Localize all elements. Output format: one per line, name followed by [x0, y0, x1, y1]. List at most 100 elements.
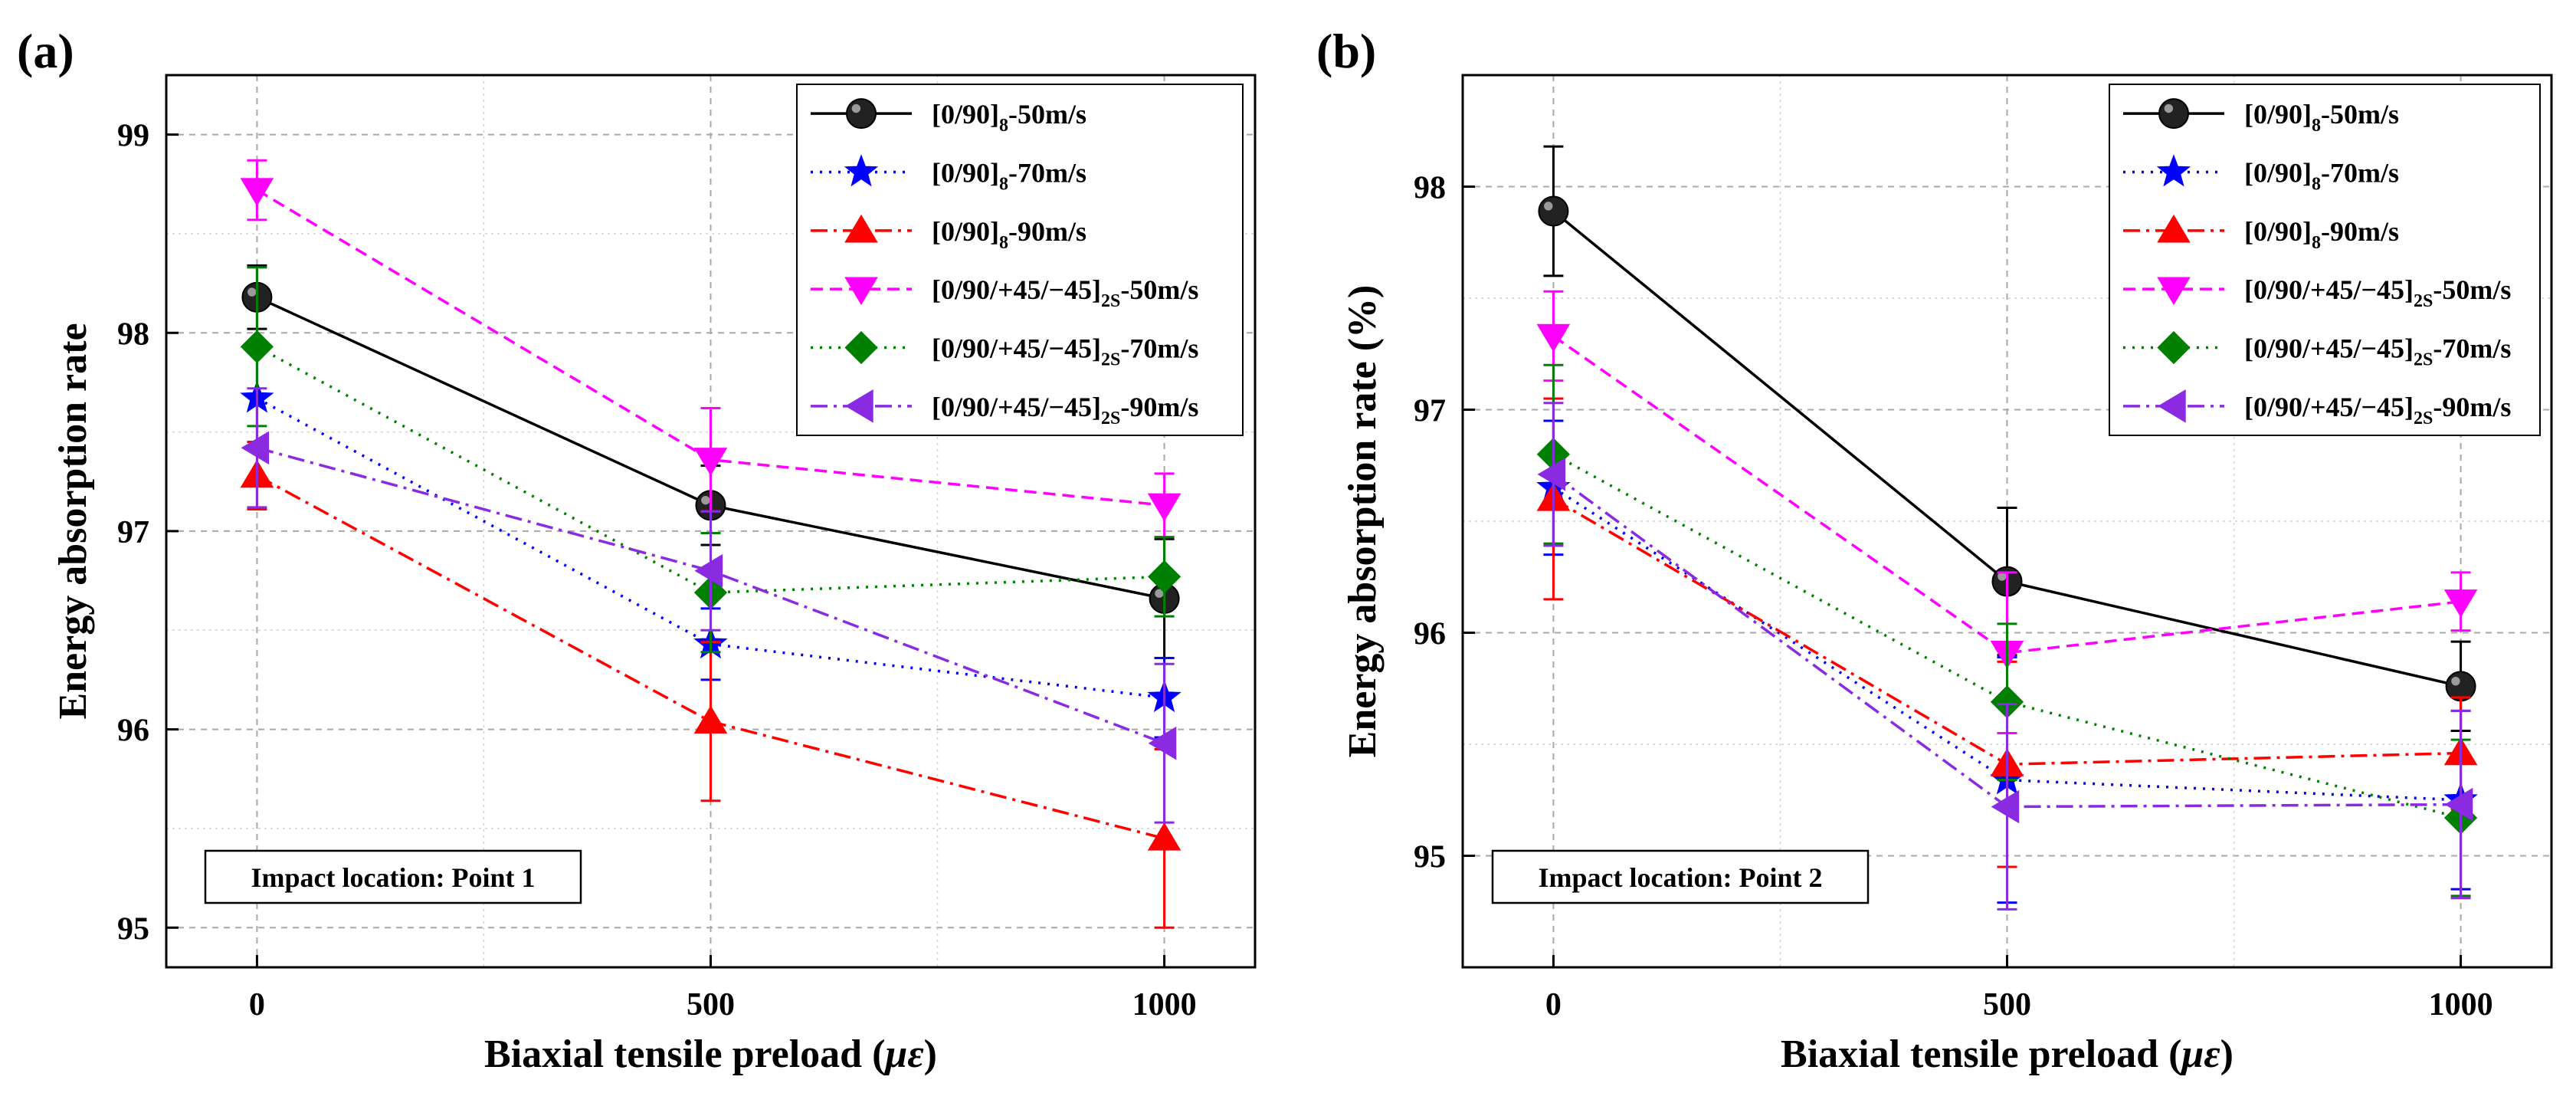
- y-tick-label: 95: [117, 911, 149, 947]
- legend-label-subscript: 2S: [2414, 291, 2433, 311]
- legend-box: [2109, 84, 2541, 436]
- x-axis-label: Biaxial tensile preload (με): [1781, 1032, 2234, 1076]
- annotation: Impact location: Point 2: [1491, 849, 1870, 904]
- annotation-box: [204, 849, 582, 904]
- legend-label-subscript: 2S: [2414, 409, 2433, 428]
- annotation-box: [1491, 849, 1870, 904]
- legend-label-subscript: 8: [2312, 233, 2321, 253]
- legend-marker-highlight: [2164, 103, 2174, 113]
- legend-label-tail: -50m/s: [1008, 99, 1086, 130]
- x-tick-label: 1000: [1132, 987, 1197, 1022]
- legend-marker: [846, 98, 877, 130]
- data-point: [1538, 195, 1569, 227]
- legend-marker: [2156, 154, 2191, 187]
- legend-marker: [844, 277, 878, 306]
- y-tick-label: 96: [117, 714, 149, 749]
- data-point-highlight: [1544, 202, 1553, 211]
- x-axis-label: Biaxial tensile preload (με): [484, 1032, 937, 1076]
- data-point: [2443, 589, 2478, 618]
- legend-marker: [844, 214, 878, 243]
- legend-label-subscript: 2S: [1101, 291, 1120, 311]
- data-point-highlight: [2451, 676, 2460, 686]
- x-tick-label: 500: [1983, 987, 2031, 1022]
- legend-label: [0/90/+45/−45]2S-90m/s: [2244, 392, 2511, 428]
- data-point: [693, 705, 728, 734]
- legend-label-subscript: 2S: [1101, 409, 1120, 428]
- y-tick-label: 98: [117, 317, 149, 352]
- legend-label: [0/90/+45/−45]2S-50m/s: [932, 274, 1198, 311]
- legend-label-subscript: 8: [999, 116, 1008, 136]
- legend-label-subscript: 2S: [2414, 350, 2433, 370]
- y-tick-label: 97: [117, 515, 149, 550]
- data-point: [1147, 822, 1181, 851]
- legend: [0/90]8-50m/s[0/90]8-70m/s[0/90]8-90m/s[…: [796, 84, 1244, 436]
- data-point: [1991, 789, 2020, 824]
- legend-label-tail: -70m/s: [1008, 158, 1086, 189]
- panel-a: (a) 95 96 97 98 99 0 500 1000 Biaxial tensile pre…: [17, 24, 1257, 1076]
- legend-label-subscript: 2S: [1101, 350, 1120, 370]
- data-point: [693, 448, 728, 476]
- legend-marker: [2157, 214, 2191, 243]
- legend-label-tail: -70m/s: [1120, 333, 1198, 364]
- legend-marker: [2157, 330, 2191, 365]
- data-point: [1537, 458, 1566, 491]
- x-tick-label: 500: [687, 987, 735, 1022]
- series-line: [1552, 335, 2461, 655]
- y-tick-label: 95: [1414, 840, 1446, 875]
- y-tick-label: 98: [1414, 171, 1446, 206]
- y-axis-label: Energy absorption rate: [51, 323, 95, 719]
- legend-marker: [844, 154, 879, 187]
- legend-label-tail: -90m/s: [2321, 216, 2399, 247]
- series-6: [241, 387, 1177, 824]
- legend-label-tail: -90m/s: [2433, 392, 2511, 422]
- legend: [0/90]8-50m/s[0/90]8-70m/s[0/90]8-90m/s[…: [2109, 84, 2541, 436]
- data-point: [241, 431, 270, 465]
- data-point-highlight: [1155, 589, 1164, 598]
- legend-marker: [2158, 98, 2189, 130]
- data-point: [694, 553, 723, 588]
- x-tick-label: 1000: [2429, 987, 2493, 1022]
- legend-label-tail: -50m/s: [2321, 99, 2399, 130]
- data-point: [1147, 493, 1181, 522]
- annotation-text: Impact location: Point 2: [1539, 862, 1823, 893]
- y-tick-label: 96: [1414, 617, 1446, 652]
- data-point: [2444, 787, 2473, 822]
- y-tick-label: 99: [117, 119, 149, 154]
- y-tick-label: 97: [1414, 394, 1446, 429]
- panel-label: (a): [17, 24, 74, 78]
- data-point-highlight: [1998, 572, 2007, 581]
- legend-label-subscript: 8: [2312, 116, 2321, 136]
- legend-label-subscript: 8: [999, 175, 1008, 195]
- x-tick-label: 0: [1545, 987, 1562, 1022]
- series-6: [1537, 402, 2473, 911]
- annotation: Impact location: Point 1: [204, 849, 582, 904]
- series-4: [240, 159, 1181, 539]
- x-axis-unit: με: [883, 1032, 923, 1076]
- panel-label: (b): [1316, 24, 1376, 78]
- series-1: [1538, 145, 2476, 733]
- legend-marker: [845, 389, 873, 423]
- legend-label: [0/90]8-90m/s: [932, 216, 1086, 253]
- legend-label-subscript: 8: [999, 233, 1008, 253]
- x-axis-unit: με: [2179, 1032, 2220, 1076]
- legend-label-tail: -50m/s: [1120, 274, 1198, 305]
- data-point: [240, 330, 274, 364]
- data-point: [1536, 323, 1571, 353]
- legend-label: [0/90]8-90m/s: [2244, 216, 2399, 253]
- legend-label: [0/90]8-50m/s: [932, 99, 1086, 136]
- legend-label: [0/90/+45/−45]2S-90m/s: [932, 392, 1198, 428]
- legend-marker: [2158, 389, 2186, 423]
- legend-marker-highlight: [851, 103, 861, 113]
- legend-label-tail: -90m/s: [1008, 216, 1086, 247]
- data-point-highlight: [247, 287, 257, 297]
- data-point: [240, 178, 274, 206]
- data-point: [1148, 726, 1177, 760]
- legend-box: [796, 84, 1244, 436]
- x-tick-label: 0: [249, 987, 265, 1022]
- legend-label-subscript: 8: [2312, 175, 2321, 195]
- legend-label: [0/90]8-50m/s: [2244, 99, 2399, 136]
- y-axis-label: Energy absorption rate (%): [1341, 285, 1385, 758]
- data-point-highlight: [701, 495, 710, 505]
- annotation-text: Impact location: Point 1: [251, 862, 536, 893]
